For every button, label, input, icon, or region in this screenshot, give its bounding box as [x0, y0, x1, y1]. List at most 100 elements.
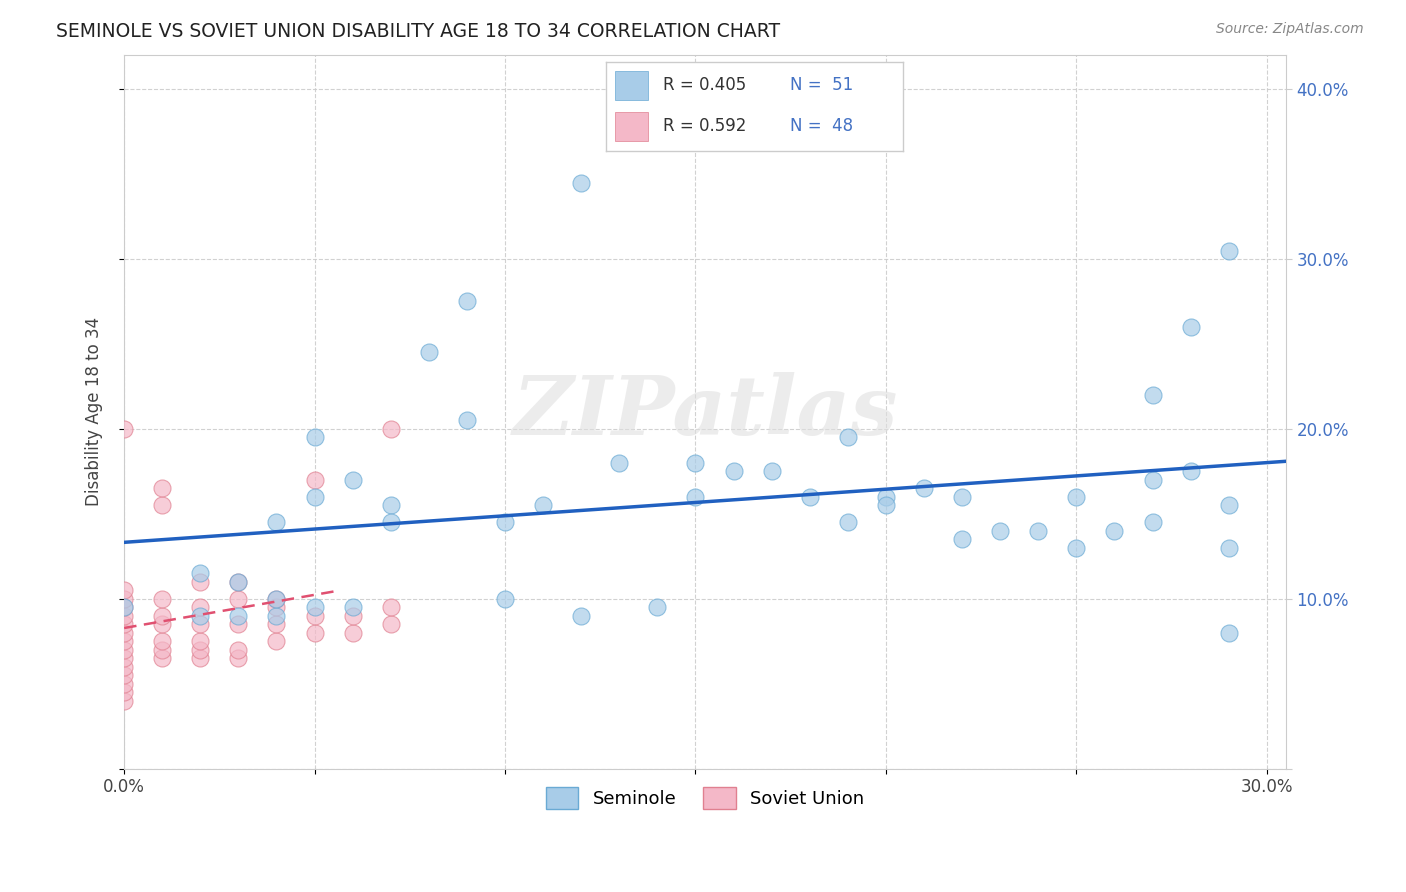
- Point: [188, 600, 211, 615]
- Point: [1218, 499, 1240, 513]
- Point: [837, 430, 859, 444]
- Point: [1104, 524, 1126, 538]
- Point: [188, 617, 211, 632]
- Point: [112, 608, 135, 623]
- Point: [1066, 541, 1088, 555]
- Point: [723, 464, 745, 478]
- Point: [188, 634, 211, 648]
- Point: [761, 464, 783, 478]
- Point: [112, 668, 135, 682]
- Point: [188, 651, 211, 665]
- Point: [304, 473, 326, 487]
- Point: [304, 608, 326, 623]
- Point: [112, 591, 135, 606]
- Point: [685, 490, 707, 504]
- Point: [228, 651, 250, 665]
- Point: [150, 642, 173, 657]
- Point: [456, 294, 478, 309]
- Point: [112, 676, 135, 690]
- Point: [685, 456, 707, 470]
- Point: [799, 490, 821, 504]
- Point: [150, 591, 173, 606]
- Point: [1142, 388, 1164, 402]
- Point: [380, 516, 402, 530]
- Point: [342, 600, 364, 615]
- Point: [112, 600, 135, 615]
- Point: [875, 490, 897, 504]
- Point: [1218, 244, 1240, 258]
- Point: [456, 413, 478, 427]
- Point: [112, 583, 135, 598]
- Point: [228, 642, 250, 657]
- Point: [266, 516, 288, 530]
- Point: [112, 422, 135, 436]
- Point: [112, 651, 135, 665]
- Point: [342, 608, 364, 623]
- Point: [228, 617, 250, 632]
- Point: [494, 591, 516, 606]
- Text: ZIPatlas: ZIPatlas: [512, 372, 898, 452]
- Point: [188, 642, 211, 657]
- Text: Source: ZipAtlas.com: Source: ZipAtlas.com: [1216, 22, 1364, 37]
- Text: SEMINOLE VS SOVIET UNION DISABILITY AGE 18 TO 34 CORRELATION CHART: SEMINOLE VS SOVIET UNION DISABILITY AGE …: [56, 22, 780, 41]
- Point: [112, 685, 135, 699]
- Point: [112, 625, 135, 640]
- Point: [569, 608, 592, 623]
- Point: [304, 600, 326, 615]
- Point: [342, 473, 364, 487]
- Point: [266, 600, 288, 615]
- Point: [228, 608, 250, 623]
- Point: [150, 608, 173, 623]
- Point: [1142, 473, 1164, 487]
- Point: [266, 617, 288, 632]
- Point: [304, 490, 326, 504]
- Point: [988, 524, 1011, 538]
- Point: [304, 430, 326, 444]
- Legend: Seminole, Soviet Union: Seminole, Soviet Union: [538, 780, 872, 817]
- Point: [494, 516, 516, 530]
- Point: [112, 634, 135, 648]
- Point: [531, 499, 554, 513]
- Point: [112, 600, 135, 615]
- Point: [304, 625, 326, 640]
- Point: [1066, 490, 1088, 504]
- Point: [950, 533, 973, 547]
- Point: [228, 591, 250, 606]
- Point: [150, 651, 173, 665]
- Point: [188, 608, 211, 623]
- Point: [912, 481, 935, 495]
- Point: [569, 176, 592, 190]
- Point: [1180, 464, 1202, 478]
- Point: [1180, 320, 1202, 334]
- Point: [418, 345, 440, 359]
- Point: [266, 634, 288, 648]
- Point: [150, 617, 173, 632]
- Point: [380, 600, 402, 615]
- Point: [1142, 516, 1164, 530]
- Point: [380, 422, 402, 436]
- Point: [228, 574, 250, 589]
- Point: [112, 659, 135, 673]
- Point: [1026, 524, 1049, 538]
- Point: [188, 566, 211, 581]
- Point: [228, 574, 250, 589]
- Point: [266, 591, 288, 606]
- Point: [266, 608, 288, 623]
- Point: [150, 499, 173, 513]
- Point: [112, 642, 135, 657]
- Point: [266, 591, 288, 606]
- Point: [380, 499, 402, 513]
- Point: [950, 490, 973, 504]
- Point: [607, 456, 630, 470]
- Y-axis label: Disability Age 18 to 34: Disability Age 18 to 34: [86, 318, 103, 507]
- Point: [1218, 625, 1240, 640]
- Point: [837, 516, 859, 530]
- Point: [150, 481, 173, 495]
- Point: [1218, 541, 1240, 555]
- Point: [647, 600, 669, 615]
- Point: [112, 617, 135, 632]
- Point: [875, 499, 897, 513]
- Point: [342, 625, 364, 640]
- Point: [188, 574, 211, 589]
- Point: [150, 634, 173, 648]
